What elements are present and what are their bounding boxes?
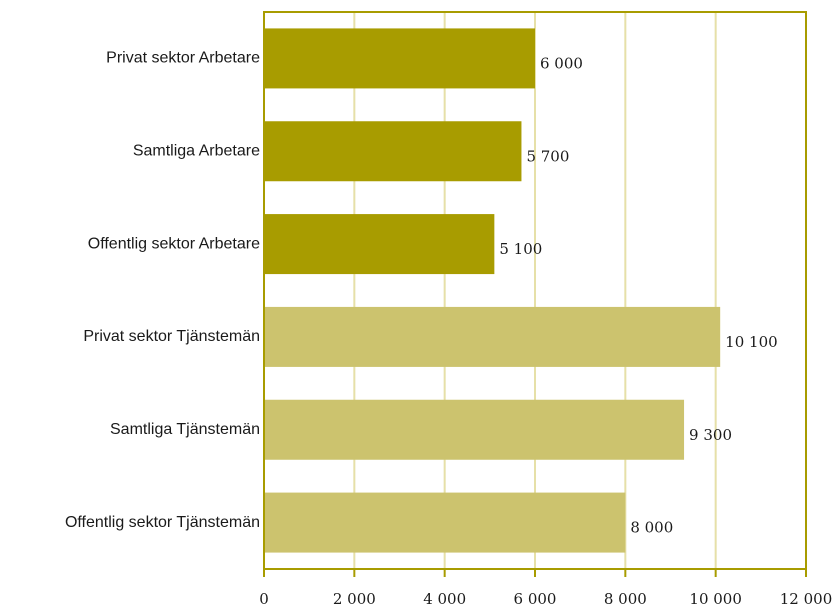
bars-group (264, 28, 721, 553)
x-tick-label-3: 6 000 (514, 590, 557, 608)
bar-4 (264, 399, 685, 460)
x-axis-ticks (263, 569, 807, 577)
x-tick-label-0: 0 (259, 590, 269, 608)
x-axis-tick-labels: 0 2 000 4 000 6 000 8 000 10 000 12 000 (259, 590, 832, 608)
bar-2 (264, 214, 495, 275)
x-tick-label-5: 10 000 (689, 590, 742, 608)
value-label-4: 9 300 (689, 426, 732, 444)
bar-3 (264, 306, 721, 367)
x-tick-label-2: 4 000 (423, 590, 466, 608)
gridlines (353, 12, 717, 569)
bar-0 (264, 28, 535, 89)
category-label-3: Privat sektor Tjänstemän (83, 328, 260, 345)
value-label-3: 10 100 (725, 333, 778, 351)
bar-1 (264, 121, 522, 182)
x-tick-label-6: 12 000 (780, 590, 833, 608)
value-label-2: 5 100 (499, 240, 542, 258)
category-label-0: Privat sektor Arbetare (106, 50, 260, 67)
x-tick-label-4: 8 000 (604, 590, 647, 608)
category-label-4: Samtliga Tjänstemän (110, 421, 260, 438)
value-label-0: 6 000 (540, 54, 583, 72)
x-tick-label-1: 2 000 (333, 590, 376, 608)
category-labels: Privat sektor Arbetare Samtliga Arbetare O… (65, 50, 260, 531)
value-labels: 6 000 5 700 5 100 10 100 9 300 8 000 (499, 54, 777, 536)
bar-5 (264, 492, 626, 553)
category-label-1: Samtliga Arbetare (133, 142, 260, 159)
category-label-2: Offentlig sektor Arbetare (88, 235, 260, 252)
category-label-5: Offentlig sektor Tjänstemän (65, 514, 260, 531)
value-label-1: 5 700 (526, 147, 569, 165)
value-label-5: 8 000 (630, 519, 673, 537)
